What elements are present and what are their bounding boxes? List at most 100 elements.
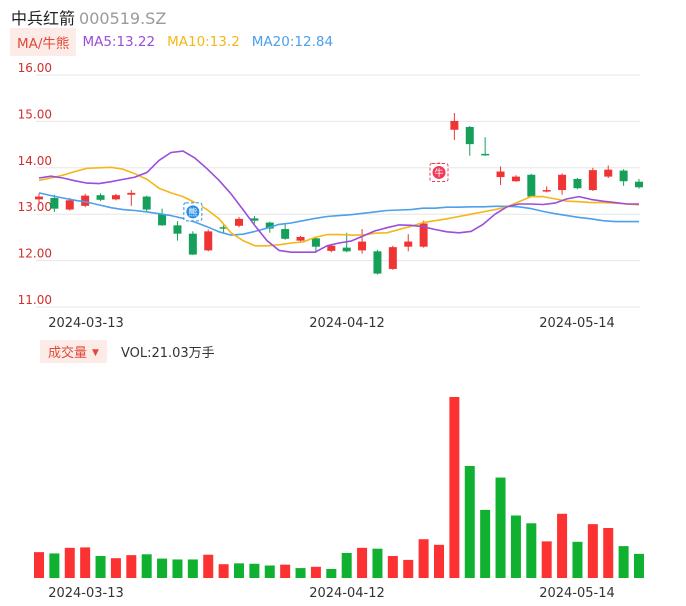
ma5-value: MA5:13.22 xyxy=(82,34,156,50)
candle-body xyxy=(127,192,136,195)
volume-bar-down xyxy=(157,558,168,578)
candle-down xyxy=(173,221,182,241)
candle-body xyxy=(635,181,643,188)
candle-body xyxy=(358,241,367,251)
candle-up xyxy=(404,234,413,252)
candle-down xyxy=(527,173,536,198)
volume-bar-down xyxy=(249,563,260,578)
candle-body xyxy=(419,223,428,247)
volume-bar-down xyxy=(341,553,352,578)
ma5-line xyxy=(38,150,639,253)
candle-body xyxy=(527,174,536,197)
candle-body xyxy=(311,238,320,247)
stock-code: 000519.SZ xyxy=(79,9,167,28)
volume-bar-up xyxy=(403,559,414,578)
candle-up xyxy=(388,245,397,270)
y-tick-label: 15.00 xyxy=(18,107,52,121)
candle-body xyxy=(188,233,197,255)
volume-bar-down xyxy=(526,523,537,578)
x-tick-label: 2024-05-14 xyxy=(539,586,615,601)
volume-bar-down xyxy=(495,477,506,578)
candle-down xyxy=(188,231,197,256)
volume-bar-down xyxy=(510,515,521,578)
candle-body xyxy=(296,236,305,241)
candle-body xyxy=(281,229,290,239)
candlestick-chart[interactable]: 16.00 15.00 14.00 13.00 12.00 11.00 熊 牛 2024-03-… xyxy=(0,0,686,340)
candle-down xyxy=(96,193,105,202)
volume-bar-up xyxy=(310,566,321,578)
candle-body xyxy=(465,126,474,145)
candle-body xyxy=(235,218,243,226)
candle-body xyxy=(619,170,628,182)
candle-down xyxy=(465,126,474,156)
candle-up xyxy=(204,229,213,252)
x-tick-label: 2024-04-12 xyxy=(309,316,385,331)
volume-bar-up xyxy=(64,547,75,578)
candle-up xyxy=(111,193,120,201)
ma10-line xyxy=(38,166,640,247)
candle-body xyxy=(327,245,336,251)
y-tick-label: 11.00 xyxy=(18,293,52,307)
candle-up xyxy=(496,166,505,185)
volume-bar-up xyxy=(603,528,614,578)
volume-bar-up xyxy=(357,547,368,578)
candle-up xyxy=(604,165,613,179)
volume-bar-down xyxy=(295,568,306,578)
candle-body xyxy=(496,171,505,178)
volume-bar-down xyxy=(634,553,644,578)
bear-marker-icon: 熊 xyxy=(183,202,203,222)
x-tick-label: 2024-04-12 xyxy=(309,586,385,601)
candle-up xyxy=(511,175,520,182)
candle-down xyxy=(635,178,643,189)
ma-legend: MA/牛熊 MA5:13.22 MA10:13.2 MA20:12.84 xyxy=(10,28,345,56)
volume-bar-down xyxy=(141,554,152,578)
candle-down xyxy=(219,224,228,233)
volume-bar-down xyxy=(480,509,491,578)
candle-up xyxy=(588,167,597,191)
candle-body xyxy=(65,200,74,210)
candle-body xyxy=(388,247,397,269)
x-tick-label: 2024-03-13 xyxy=(48,586,124,601)
volume-bar-down xyxy=(49,553,60,578)
candle-up xyxy=(542,186,551,193)
candle-body xyxy=(511,176,520,182)
ma20-line xyxy=(38,192,639,236)
volume-bar-up xyxy=(541,541,552,578)
marker-symbol: 牛 xyxy=(434,167,443,179)
candle-up xyxy=(235,216,243,228)
volume-indicator-selector[interactable]: 成交量 ▼ xyxy=(40,339,107,363)
volume-value: VOL:21.03万手 xyxy=(120,345,215,361)
candle-body xyxy=(173,225,182,234)
y-tick-label: 13.00 xyxy=(18,200,52,214)
candle-body xyxy=(542,190,551,192)
candle-up xyxy=(81,193,90,208)
candle-down xyxy=(250,216,259,224)
candle-down xyxy=(50,194,59,212)
candle-down xyxy=(619,169,628,186)
volume-bar-down xyxy=(172,559,183,578)
candle-up xyxy=(558,173,567,195)
ma-indicator-selector[interactable]: MA/牛熊 xyxy=(10,28,77,56)
volume-bar-up xyxy=(126,555,137,578)
candle-body xyxy=(111,195,120,200)
x-tick-label: 2024-05-14 xyxy=(539,316,615,331)
candle-body xyxy=(265,222,274,229)
volume-bar-down xyxy=(572,541,583,578)
volume-bar-up xyxy=(110,558,121,578)
x-tick-label: 2024-03-13 xyxy=(48,316,124,331)
dropdown-arrow-icon: ▼ xyxy=(92,347,99,358)
volume-bar-down xyxy=(187,559,198,578)
candle-body xyxy=(50,197,59,209)
volume-bar-down xyxy=(326,568,337,578)
candle-body xyxy=(219,227,228,229)
volume-bar-down xyxy=(372,548,383,578)
volume-bar-up xyxy=(80,547,91,578)
volume-bar-up xyxy=(203,554,214,578)
candle-body xyxy=(35,196,43,200)
candle-down xyxy=(158,208,167,226)
candle-down xyxy=(373,249,382,275)
y-tick-label: 16.00 xyxy=(18,61,52,75)
volume-bar-up xyxy=(218,564,229,578)
candle-body xyxy=(204,231,213,251)
volume-bar-up xyxy=(587,524,598,578)
